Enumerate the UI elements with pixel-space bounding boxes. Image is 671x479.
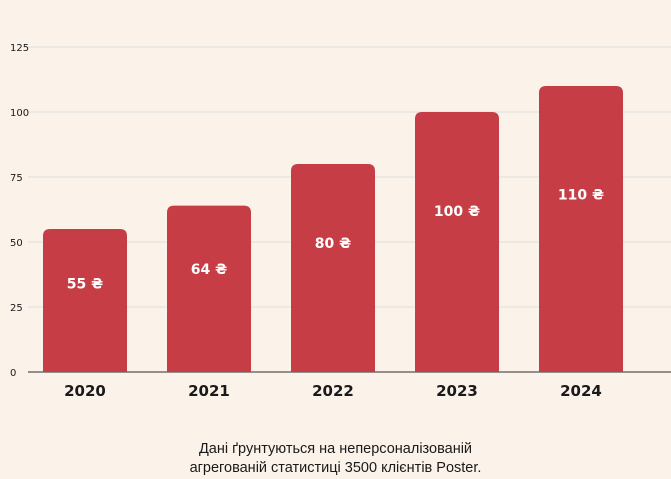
y-tick-label: 100: [10, 108, 29, 119]
bar-value-label: 100 ₴: [434, 204, 480, 220]
y-tick-label: 50: [10, 238, 23, 249]
x-tick-label: 2021: [188, 382, 230, 400]
x-tick-label: 2022: [312, 382, 354, 400]
y-tick-label: 125: [10, 43, 29, 54]
bar-value-label: 55 ₴: [67, 276, 103, 292]
footnote: Дані ґрунтуються на неперсоналізованій а…: [0, 440, 671, 478]
x-tick-label: 2020: [64, 382, 106, 400]
bar-chart: 0 25 50 75 100 125 55 ₴ 2020 64 ₴ 2021 80 ₴ 2022 100…: [10, 43, 671, 400]
bar-value-label: 64 ₴: [191, 262, 227, 278]
bar-2021: [167, 205, 251, 372]
bar-value-label: 110 ₴: [558, 188, 604, 204]
y-tick-label: 75: [10, 173, 23, 184]
bar-2020: [43, 229, 127, 372]
bar-2024: [539, 86, 623, 372]
y-tick-label: 25: [10, 303, 23, 314]
x-tick-label: 2024: [560, 382, 602, 400]
bar-2022: [291, 164, 375, 372]
bar-2023: [415, 112, 499, 372]
footnote-line-1: Дані ґрунтуються на неперсоналізованій: [198, 441, 473, 457]
bar-value-label: 80 ₴: [315, 236, 351, 252]
x-tick-label: 2023: [436, 382, 478, 400]
y-tick-label: 0: [10, 368, 16, 379]
footnote-line-2: агрегованій статистиці 3500 клієнтів Pos…: [189, 460, 482, 476]
